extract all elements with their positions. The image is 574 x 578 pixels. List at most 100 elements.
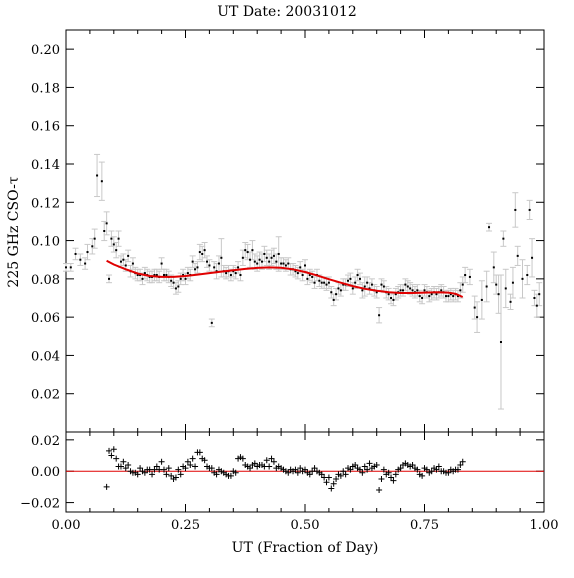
data-point bbox=[79, 258, 82, 261]
data-point bbox=[241, 256, 244, 259]
data-point bbox=[203, 249, 206, 252]
data-point bbox=[256, 262, 259, 265]
data-point bbox=[339, 289, 342, 292]
data-point bbox=[103, 230, 106, 232]
data-point bbox=[115, 249, 118, 252]
main-panel: 0.02 0.04 0.06 0.08 0.10 0.12 0.14 0.16 0.18 0.20 bbox=[31, 29, 545, 433]
residual-point bbox=[318, 471, 325, 478]
residual-point bbox=[163, 471, 170, 478]
data-point bbox=[416, 289, 419, 292]
residual-point bbox=[266, 463, 273, 470]
x-tick-label: 0.00 bbox=[52, 518, 81, 533]
residual-point bbox=[270, 458, 277, 465]
data-point bbox=[294, 270, 297, 273]
data-point bbox=[124, 264, 127, 267]
residual-point bbox=[297, 465, 304, 472]
data-point bbox=[268, 260, 271, 263]
data-point bbox=[421, 297, 424, 299]
residual-point bbox=[196, 449, 203, 456]
data-point bbox=[301, 274, 304, 277]
residual-point bbox=[232, 469, 239, 476]
data-point bbox=[330, 291, 333, 294]
residual-point bbox=[459, 458, 466, 465]
data-point bbox=[449, 293, 452, 296]
data-point bbox=[306, 277, 309, 280]
data-point bbox=[476, 316, 479, 319]
data-point bbox=[440, 289, 443, 292]
residual-ytick-label: 0.02 bbox=[31, 434, 60, 449]
data-point bbox=[208, 264, 211, 267]
residual-point bbox=[390, 477, 397, 484]
residual-point bbox=[340, 468, 347, 475]
data-point bbox=[220, 256, 223, 259]
data-point bbox=[337, 287, 340, 290]
data-point bbox=[485, 285, 488, 288]
data-point bbox=[275, 260, 278, 263]
data-point bbox=[237, 266, 240, 269]
data-point bbox=[406, 285, 409, 288]
data-point bbox=[246, 251, 249, 254]
main-ytick-label: 0.20 bbox=[31, 43, 60, 58]
data-point bbox=[299, 266, 302, 269]
data-point bbox=[354, 281, 357, 284]
data-point bbox=[488, 226, 491, 229]
data-point bbox=[201, 252, 204, 255]
residual-point bbox=[306, 471, 313, 478]
data-point bbox=[370, 283, 373, 286]
data-point bbox=[342, 283, 345, 286]
data-point bbox=[160, 262, 163, 265]
data-point bbox=[509, 300, 512, 303]
data-point bbox=[263, 252, 266, 255]
data-point bbox=[170, 279, 173, 282]
residual-point bbox=[168, 472, 175, 479]
data-point bbox=[127, 254, 130, 257]
data-point bbox=[258, 258, 261, 261]
main-ytick-label: 0.16 bbox=[31, 120, 60, 135]
data-point bbox=[526, 274, 529, 277]
data-point bbox=[358, 277, 361, 280]
data-point bbox=[65, 266, 67, 269]
data-point bbox=[270, 256, 273, 259]
data-point bbox=[141, 277, 144, 280]
data-point bbox=[196, 266, 199, 269]
data-point bbox=[323, 281, 326, 284]
residual-point bbox=[414, 466, 421, 473]
residual-point bbox=[435, 463, 442, 470]
data-point bbox=[435, 293, 438, 296]
data-point bbox=[105, 222, 108, 225]
data-point bbox=[423, 289, 426, 292]
residual-point bbox=[311, 465, 318, 472]
residual-panel: −0.02 0.00 0.02 0.00 0.25 0.50 0.75 1.00 bbox=[20, 431, 558, 533]
residual-point bbox=[378, 476, 385, 483]
residual-point bbox=[113, 455, 120, 462]
x-tick-label: 0.75 bbox=[410, 518, 439, 533]
residual-point bbox=[388, 474, 395, 481]
residual-point bbox=[292, 466, 299, 473]
data-point bbox=[172, 281, 175, 284]
data-point bbox=[96, 174, 99, 177]
main-frame bbox=[65, 29, 545, 433]
residual-point bbox=[373, 461, 380, 468]
main-ytick-label: 0.12 bbox=[31, 196, 60, 211]
data-point bbox=[351, 287, 354, 290]
residual-point bbox=[347, 466, 354, 473]
residual-point bbox=[380, 466, 387, 473]
data-point bbox=[390, 297, 393, 299]
data-point bbox=[399, 289, 402, 292]
data-point bbox=[404, 283, 407, 286]
data-point bbox=[136, 274, 139, 277]
data-point bbox=[284, 264, 287, 267]
data-point bbox=[313, 281, 316, 284]
data-point bbox=[253, 260, 256, 263]
data-point bbox=[492, 266, 495, 269]
residual-point bbox=[302, 466, 308, 473]
residual-point bbox=[125, 461, 132, 468]
data-point bbox=[91, 245, 94, 248]
residual-point bbox=[108, 452, 115, 459]
residual-point bbox=[192, 463, 199, 470]
data-point bbox=[468, 275, 471, 278]
residual-point bbox=[149, 471, 156, 478]
data-point bbox=[531, 256, 534, 259]
data-point bbox=[332, 298, 335, 301]
data-point bbox=[186, 272, 189, 275]
